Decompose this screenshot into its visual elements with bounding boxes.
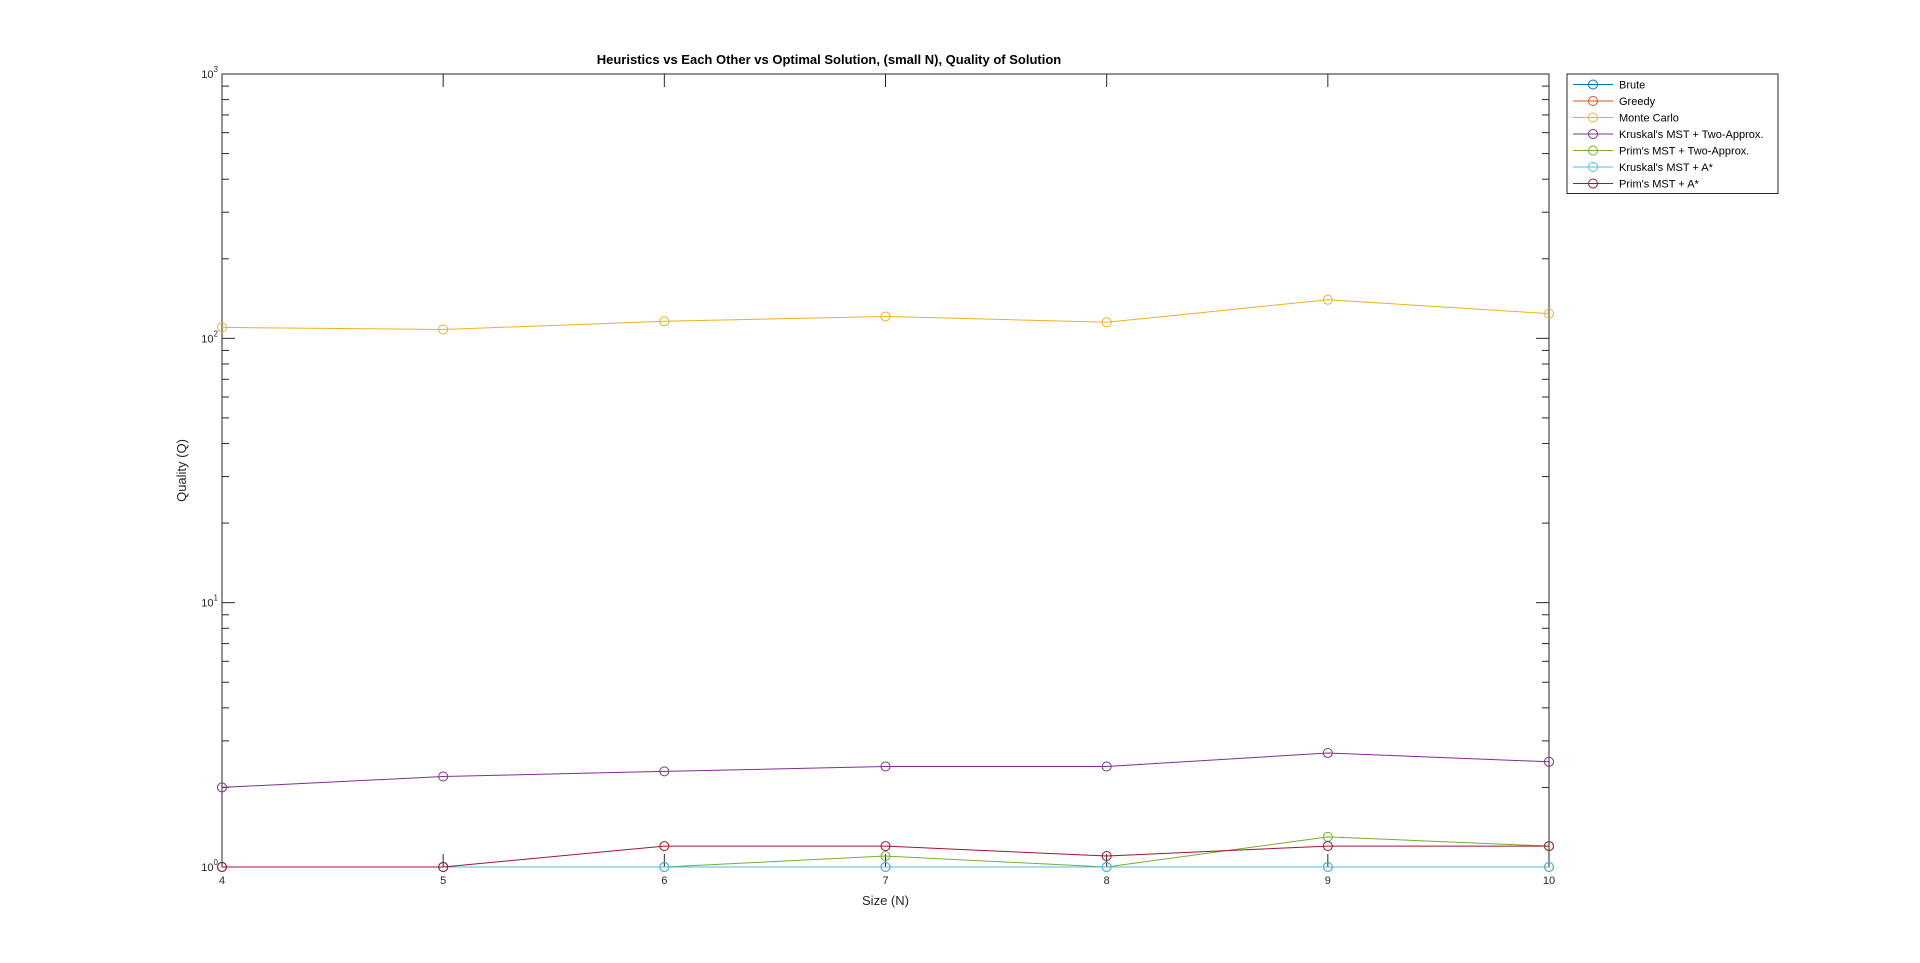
- data-point: [659, 316, 670, 327]
- legend-marker: [1588, 79, 1598, 90]
- legend-marker: [1588, 178, 1598, 189]
- legend-item: Monte Carlo: [1573, 112, 1679, 125]
- x-tick-label: 5: [440, 875, 446, 887]
- y-tick-label: 101: [201, 594, 218, 610]
- data-point: [659, 862, 670, 872]
- data-point: [1544, 841, 1554, 852]
- legend-item: Kruskal's MST + A*: [1573, 162, 1714, 174]
- legend-item: Brute: [1573, 79, 1645, 92]
- data-point: [438, 771, 449, 782]
- x-tick-label: 10: [1543, 875, 1555, 887]
- data-point: [659, 766, 670, 777]
- data-point: [1101, 862, 1112, 872]
- data-point: [880, 862, 891, 872]
- data-point: [438, 324, 449, 335]
- plot-area: [221, 73, 1550, 868]
- legend-label: Prim's MST + A*: [1619, 179, 1700, 191]
- y-axis-label: Quality (Q): [174, 439, 189, 502]
- series-line: [222, 845, 1549, 868]
- x-tick-label: 7: [882, 875, 888, 887]
- series-3: [217, 747, 1554, 793]
- data-point: [880, 761, 891, 772]
- data-point: [1322, 747, 1333, 758]
- data-point: [659, 841, 670, 852]
- data-point: [880, 851, 891, 862]
- series-6: [217, 841, 1554, 872]
- legend-marker: [1588, 145, 1598, 156]
- y-tick-label: 103: [201, 65, 218, 81]
- legend-marker: [1588, 112, 1598, 123]
- x-tick-label: 4: [219, 875, 225, 887]
- data-point: [1101, 317, 1112, 328]
- data-point: [1544, 308, 1554, 319]
- y-tick-label: 100: [201, 858, 218, 874]
- legend-item: Kruskal's MST + Two-Approx.: [1573, 129, 1763, 141]
- legend-label: Prim's MST + Two-Approx.: [1619, 146, 1749, 158]
- data-point: [217, 782, 227, 793]
- legend-label: Greedy: [1619, 96, 1656, 108]
- data-point: [1544, 862, 1554, 872]
- x-tick-label: 9: [1325, 875, 1331, 887]
- x-tick-label: 6: [661, 875, 667, 887]
- data-point: [880, 841, 891, 852]
- data-point: [1322, 294, 1333, 305]
- chart-title: Heuristics vs Each Other vs Optimal Solu…: [597, 52, 1062, 67]
- legend-item: Prim's MST + Two-Approx.: [1573, 145, 1749, 158]
- legend: Brute Greedy Monte Carlo Kruskal's MST + Tw…: [1566, 73, 1779, 194]
- data-point: [1322, 862, 1333, 872]
- series-line: [221, 752, 1550, 788]
- legend-label: Kruskal's MST + Two-Approx.: [1619, 129, 1763, 141]
- legend-marker: [1588, 162, 1598, 172]
- data-point: [1101, 851, 1112, 862]
- y-tick-label: 102: [201, 329, 218, 345]
- legend-label: Kruskal's MST + A*: [1619, 162, 1714, 174]
- data-point: [880, 311, 891, 322]
- axis-ticks: 4 5 6 7 8 9 10 100 101 102 103: [201, 65, 1555, 887]
- data-point: [438, 862, 449, 872]
- data-point: [1322, 841, 1333, 852]
- series-2: [217, 294, 1554, 335]
- data-point: [1544, 756, 1554, 767]
- series-layer: [217, 294, 1554, 872]
- data-point: [1101, 761, 1112, 772]
- legend-item: Prim's MST + A*: [1573, 178, 1700, 191]
- data-point: [217, 322, 227, 333]
- legend-marker: [1588, 129, 1598, 139]
- data-point: [217, 862, 227, 872]
- legend-marker: [1588, 96, 1598, 106]
- x-axis-label: Size (N): [862, 893, 909, 908]
- legend-label: Monte Carlo: [1619, 113, 1679, 125]
- series-line: [221, 299, 1550, 331]
- legend-item: Greedy: [1573, 96, 1656, 108]
- x-tick-label: 8: [1104, 875, 1110, 887]
- legend-label: Brute: [1619, 80, 1645, 92]
